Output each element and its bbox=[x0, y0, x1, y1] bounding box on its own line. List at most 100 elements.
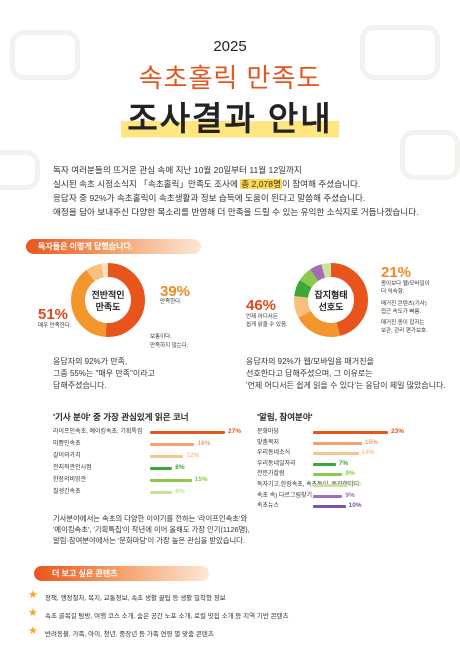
bar-mark bbox=[150, 467, 173, 470]
bar-value-label: 15% bbox=[194, 476, 208, 483]
bar-value-label: 15% bbox=[364, 438, 378, 446]
donut2-summary: 응답자의 92%가 웹/모바일용 매거진을 선호한다고 답해주셨으며, 그 이유… bbox=[246, 356, 446, 392]
section-pill-more: 더 보고 싶은 콘텐츠 bbox=[34, 566, 209, 581]
bar-mark bbox=[313, 484, 346, 487]
donut2-note2-l2: 보관, 관리 편가보호. bbox=[381, 327, 428, 334]
more-item-2: 속초 골목길 탐방, 여행 코스 소개, 숨은 공간 노포 소개, 로컬 맛집 … bbox=[45, 613, 289, 620]
donut2-label-right: 종이보다 웹/모바일이 더 익숙함. bbox=[381, 281, 430, 296]
donut2-center-l1: 잡지형태 bbox=[314, 290, 348, 300]
donut2-summary-l1: 응답자의 92%가 웹/모바일용 매거진을 bbox=[246, 357, 374, 366]
intro-line2-pre: 실시된 속초 시정소식지 「속초홀릭」만족도 조사에 bbox=[53, 179, 241, 189]
bar-value-label: 12% bbox=[186, 452, 200, 459]
bar-category-label: 속초뉴스 bbox=[257, 503, 280, 510]
donut1-seg-not bbox=[71, 263, 145, 337]
bar-mark bbox=[313, 452, 359, 456]
donut1-center-l1: 전반적인 bbox=[91, 290, 125, 300]
donut2-note2-l1: 매거진 종이 잡지는 bbox=[381, 320, 425, 326]
bar-summary-l1: 기사분야에서는 속초의 다양한 이야기를 전하는 '라이프인속초'와 bbox=[53, 514, 248, 523]
donut2-label-right-l2: 더 익숙함. bbox=[381, 288, 405, 295]
title-line2-wrap: 조사결과 안내 bbox=[0, 92, 460, 140]
intro-line2: 실시된 속초 시정소식지 「속초홀릭」만족도 조사에 총 2,078명이 참여해… bbox=[53, 177, 433, 191]
year: 2025 bbox=[213, 38, 247, 55]
intro-text: 독자 여러분들의 뜨거운 관심 속에 지난 10월 20일부터 11월 12일까… bbox=[53, 163, 433, 219]
bar-summary: 기사분야에서는 속초의 다양한 이야기를 전하는 '라이프인속초'와 '예이킹속… bbox=[53, 513, 250, 546]
more-item-1: 정책, 행정절차, 복지, 교통정보, 속초 생활 꿀팁 등 생활 밀착형 정보 bbox=[45, 595, 226, 602]
donut1-summary-l3: 답해주셨습니다. bbox=[53, 381, 107, 390]
bar-value-label: 10% bbox=[348, 502, 362, 510]
bg-bubble-left2 bbox=[0, 150, 40, 190]
bar-category-label: 한장의비망관 bbox=[53, 477, 87, 483]
bar-category-label: 라이프인속초, 예이킹속초, 기획특집 bbox=[53, 429, 143, 435]
donut2-center-l2: 선호도 bbox=[318, 302, 344, 312]
bar-category-label: 전문가칼럼 bbox=[257, 471, 285, 478]
donut2-summary-l3: '언제 어디서든 쉽게 읽을 수 있다'는 응답이 제일 많았습니다. bbox=[246, 381, 446, 390]
bar-mark bbox=[150, 491, 173, 494]
intro-line3: 응답자 중 92%가 속초홀릭이 속초생활과 정보 습득에 도움이 된다고 말씀… bbox=[53, 193, 366, 203]
bar-value-label: 10% bbox=[348, 481, 362, 488]
bar-category-label: 질생긴속초 bbox=[53, 489, 81, 495]
bar-category-label: 독자기고,한장속초, 속초동이, 독자한마디 bbox=[257, 482, 360, 488]
donut1-label-normal: 보통이다. bbox=[150, 334, 172, 340]
donut2-note1: 매거진 콘텐츠(기사) 접근 속도가 빠름. bbox=[381, 301, 427, 316]
donut2-label-left-l2: 쉽게 읽을 수 있음. bbox=[246, 321, 288, 328]
bar-category-label: 미쁨인속초 bbox=[53, 441, 81, 447]
participant-count: 총 2,078명 bbox=[240, 179, 282, 189]
donut2-pct-left: 46% bbox=[246, 297, 277, 314]
donut1-summary-l1: 응답자의 92%가 만족, bbox=[53, 357, 128, 366]
donut2-note1-l1: 매거진 콘텐츠(기사) bbox=[381, 301, 427, 307]
bar-category-label: 문화마당 bbox=[257, 429, 280, 435]
bar-value-label: 8% bbox=[175, 464, 185, 471]
bar-value-label: 23% bbox=[391, 428, 405, 435]
section-pill-answers: 독자들은 이렇게 답했습니다. bbox=[26, 239, 201, 254]
bar-mark bbox=[150, 455, 184, 458]
donut1-pct-left: 51% bbox=[38, 306, 69, 323]
donut2-seg-speed bbox=[294, 263, 368, 337]
intro-line4: 애정을 담아 보내주신 다양한 목소리를 반영해 더 만족을 드릴 수 있는 유… bbox=[53, 207, 419, 217]
satisfaction-donut bbox=[71, 263, 145, 337]
donut2-label-right-l1: 종이보다 웹/모바일이 bbox=[381, 281, 430, 287]
intro-line2-post: 이 참여해 주셨습니다. bbox=[281, 179, 361, 189]
bar-category-label: 전지적관인시점 bbox=[53, 465, 92, 471]
donut1-center: 전반적인 만족도 bbox=[80, 289, 136, 313]
bar-mark bbox=[313, 494, 343, 498]
more-item-3: 반려동물, 가족, 아이, 청년, 중장년 등 가족 연령 별 맞춤 콘텐츠 bbox=[45, 631, 214, 638]
bar-mark bbox=[150, 431, 225, 434]
bar-mark bbox=[150, 479, 192, 482]
bar-category-label: 속초 속) 다르그림찾기 bbox=[257, 492, 313, 499]
bg-bubble-left bbox=[10, 30, 80, 80]
bar-value-label: 9% bbox=[345, 470, 355, 478]
bar-summary-l2: '예이킹속초', '기획특집'이 작년에 이어 올해도 가장 인기(1126명)… bbox=[53, 525, 250, 534]
bar-mark bbox=[313, 473, 343, 477]
donut1-center-l2: 만족도 bbox=[95, 302, 121, 312]
bar-category-label: 우리동네일자리 bbox=[257, 460, 296, 467]
title-line1: 속초홀릭 만족도 bbox=[138, 63, 322, 93]
donut1-summary: 응답자의 92%가 만족, 그중 55%는 "매우 만족"이라고 답해주셨습니다… bbox=[53, 356, 155, 392]
bar1-title: '기사 분야' 중 가장 관심있게 읽은 코너 bbox=[53, 412, 189, 422]
bar-mark bbox=[313, 431, 388, 434]
star-icon: ★ bbox=[28, 625, 38, 637]
donut1-pct-right: 39% bbox=[160, 283, 191, 300]
bar-value-label: 8% bbox=[175, 488, 185, 495]
bar2-title: '알림, 참여분야' bbox=[257, 412, 313, 422]
star-icon: ★ bbox=[28, 589, 38, 601]
bar-mark bbox=[313, 462, 336, 466]
bar-summary-l3: 알림·참여분야에서는 '문화마당'이 가장 높은 관심을 받았습니다. bbox=[53, 536, 245, 545]
donut2-label-left: 언제 어디서든 쉽게 읽을 수 있음. bbox=[246, 314, 288, 329]
donut1-seg-satisfied bbox=[71, 263, 145, 337]
star-icon: ★ bbox=[28, 607, 38, 619]
donut1-summary-l2: 그중 55%는 "매우 만족"이라고 bbox=[53, 369, 155, 378]
title-line2: 조사결과 안내 bbox=[121, 92, 339, 140]
bar-value-label: 7% bbox=[338, 459, 349, 467]
bar-mark bbox=[313, 505, 346, 509]
donut2-note2: 매거진 종이 잡지는 보관, 관리 편가보호. bbox=[381, 320, 428, 335]
format-donut bbox=[294, 263, 368, 337]
donut2-pct-right: 21% bbox=[381, 264, 412, 281]
bar-value-label: 16% bbox=[197, 440, 211, 447]
donut2-summary-l2: 선호한다고 답해주셨으며, 그 이유로는 bbox=[246, 369, 373, 378]
donut2-label-left-l1: 언제 어디서든 bbox=[246, 314, 278, 320]
donut1-label-left: 매우 만족한다. bbox=[38, 323, 72, 329]
donut1-label-not: 만족하지 않는다. bbox=[150, 343, 189, 349]
donut1-label-right: 만족한다. bbox=[160, 299, 182, 305]
donut2-seg-light bbox=[294, 263, 368, 337]
intro-line1: 독자 여러분들의 뜨거운 관심 속에 지난 10월 20일부터 11월 12일까… bbox=[53, 165, 302, 175]
